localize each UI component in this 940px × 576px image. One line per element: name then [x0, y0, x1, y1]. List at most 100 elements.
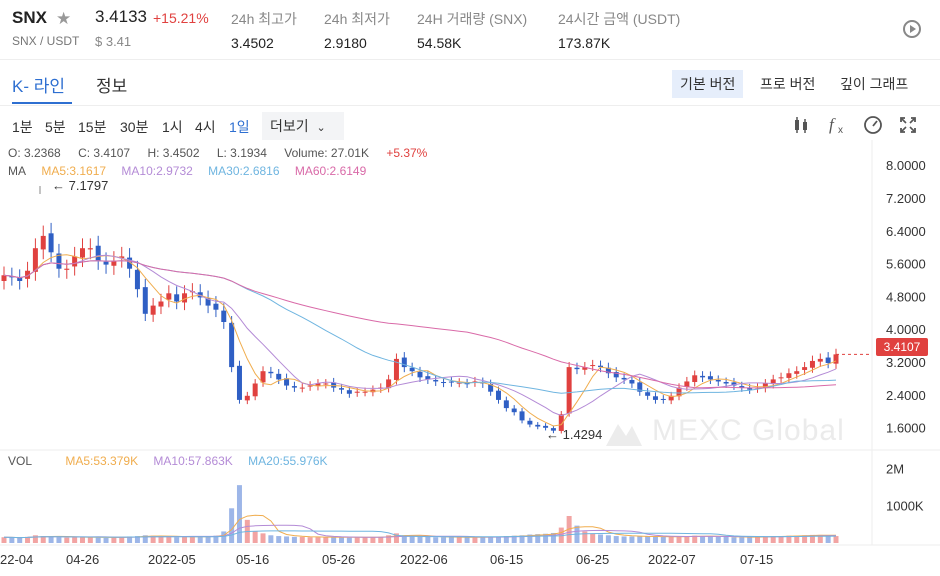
volume-bar	[166, 536, 172, 543]
candle-body	[731, 382, 737, 386]
volume-bar	[825, 535, 831, 543]
volume-bar	[189, 536, 195, 543]
volume-bar	[817, 534, 823, 543]
stat-amount-value: 173.87K	[558, 35, 611, 51]
ma-label: MA	[8, 164, 26, 178]
more-intervals-dropdown[interactable]: 더보기 ⌄	[262, 112, 344, 140]
candle-body	[762, 383, 768, 389]
candle-body	[535, 424, 541, 427]
volume-bar	[550, 532, 556, 543]
vol-ma20-value: MA20:55.976K	[248, 454, 328, 468]
pro-version-button[interactable]: 프로 버전	[760, 76, 816, 92]
volume-bar	[174, 537, 180, 543]
indicator-fx-icon[interactable]: f x	[828, 115, 848, 135]
volume-bar	[79, 537, 85, 543]
candle-body	[252, 383, 258, 397]
volume-bar	[401, 535, 407, 543]
candle-body	[778, 377, 784, 379]
candle-body	[268, 371, 274, 374]
volume-bar	[158, 536, 164, 543]
candle-body	[354, 391, 360, 393]
volume-bar	[87, 537, 93, 543]
volume-bar	[598, 534, 604, 543]
candle-body	[605, 367, 611, 374]
volume-bar	[409, 536, 415, 543]
candle-body	[401, 357, 407, 368]
volume-bar	[566, 516, 572, 543]
ohlc-pct: +5.37%	[386, 146, 428, 160]
x-tick-label: 06-15	[490, 552, 523, 567]
candle-body	[25, 270, 31, 279]
gauge-icon[interactable]	[863, 115, 883, 135]
candle-body	[833, 354, 839, 364]
ma10-value: MA10:2.9732	[121, 164, 193, 178]
volume-bar	[723, 536, 729, 543]
tab-info[interactable]: 정보	[96, 77, 128, 96]
volume-bar	[72, 536, 78, 543]
volume-bar	[676, 536, 682, 543]
stat-amount-label: 24시간 금액 (USDT)	[558, 11, 681, 27]
candle-body	[244, 395, 250, 401]
interval-1d[interactable]: 1일	[229, 119, 250, 135]
candle-body	[684, 381, 690, 387]
volume-bar	[197, 536, 203, 543]
y-tick-label: 8.0000	[886, 158, 926, 173]
candle-body	[668, 395, 674, 401]
volume-bar	[692, 535, 698, 543]
ma5-value: MA5:3.1617	[41, 164, 107, 178]
volume-bar	[417, 536, 423, 543]
x-tick-label: 22-04	[0, 552, 33, 567]
last-price: 3.4133	[95, 7, 147, 26]
svg-text:f: f	[829, 115, 836, 134]
more-label: 더보기	[270, 118, 309, 134]
interval-30m[interactable]: 30분	[120, 119, 149, 135]
price-change: +15.21%	[153, 10, 209, 26]
x-tick-label: 2022-06	[400, 552, 448, 567]
candle-body	[488, 384, 494, 392]
volume-bar	[260, 533, 266, 543]
chart-canvas[interactable]: 8.0000 7.2000 6.4000 5.6000 4.8000 4.0000 3.20…	[0, 140, 940, 576]
interval-4h[interactable]: 4시	[195, 119, 216, 135]
favorite-star-icon[interactable]: ★	[56, 9, 72, 28]
candlestick-icon[interactable]	[791, 115, 811, 135]
ohlc-close: C: 3.4107	[78, 146, 131, 160]
candle-body	[574, 367, 580, 370]
interval-1m[interactable]: 1분	[12, 119, 33, 135]
volume-bar	[386, 535, 392, 543]
basic-version-button[interactable]: 기본 버전	[672, 70, 744, 98]
candle-body	[723, 382, 729, 384]
y-tick-label: 6.4000	[886, 224, 926, 239]
tab-kline[interactable]: K- 라인	[12, 77, 66, 96]
volume-bar	[441, 537, 447, 543]
interval-15m[interactable]: 15분	[78, 119, 107, 135]
kline-chart[interactable]: 8.0000 7.2000 6.4000 5.6000 4.8000 4.0000 3.20…	[0, 140, 940, 576]
candle-body	[260, 371, 266, 383]
candle-body	[166, 293, 172, 300]
interval-1h[interactable]: 1시	[162, 119, 183, 135]
y-tick-label: 1.6000	[886, 421, 926, 436]
candle-body	[621, 377, 627, 380]
fullscreen-icon[interactable]	[898, 115, 918, 135]
candle-body	[229, 322, 235, 368]
interval-5m[interactable]: 5분	[45, 119, 66, 135]
candle-body	[692, 375, 698, 383]
volume-bar	[150, 535, 156, 543]
depth-chart-button[interactable]: 깊이 그래프	[840, 76, 909, 92]
volume-bar	[809, 534, 815, 543]
volume-bar	[731, 537, 737, 543]
volume-bar	[747, 537, 753, 543]
candle-body	[315, 383, 321, 387]
candle-body	[72, 256, 78, 267]
play-icon[interactable]	[903, 20, 921, 38]
volume-bar	[268, 535, 274, 543]
candle-body	[87, 248, 93, 250]
chart-tabs: K- 라인 정보 기본 버전 프로 버전 깊이 그래프	[0, 62, 940, 106]
volume-bar	[755, 536, 761, 543]
ma30-value: MA30:2.6816	[208, 164, 280, 178]
candle-body	[182, 293, 188, 303]
candle-body	[472, 381, 478, 383]
candle-body	[637, 382, 643, 392]
volume-bar	[182, 536, 188, 543]
volume-bar	[252, 531, 258, 543]
candle-body	[715, 379, 721, 382]
